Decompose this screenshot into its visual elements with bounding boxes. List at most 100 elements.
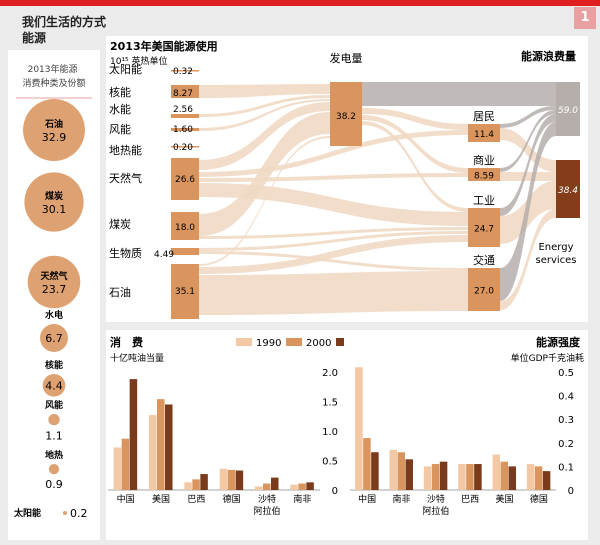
- sankey-source-value-6: 18.0: [175, 223, 195, 233]
- consumption-xtick-0: 中国: [117, 493, 135, 505]
- intensity-bar-1-2012: [405, 459, 413, 490]
- bubble-chart-title: 2013年能源 消费种类及份额: [22, 63, 85, 89]
- flow-gen-residential: [362, 108, 468, 130]
- intensity-xtick-2: 沙特: [427, 493, 445, 505]
- sankey-output-node-0: [556, 82, 580, 136]
- intensity-xtick-3: 巴西: [461, 494, 479, 505]
- intensity-ytick-0: 0: [568, 486, 574, 497]
- sankey-source-label-4: 地热能: [109, 143, 142, 157]
- intensity-bar-2-1990: [423, 466, 432, 490]
- flow-gen-industrial: [362, 121, 468, 212]
- flow-wind-generation: [199, 99, 330, 131]
- sankey-source-label-6: 煤炭: [109, 218, 131, 231]
- bubble-title-line-1: 2013年能源: [28, 63, 78, 75]
- sankey-sector-value-3: 27.0: [474, 287, 494, 297]
- sankey-unit: 10¹⁵ 英热单位: [110, 55, 168, 67]
- bubble-value-5: 1.1: [45, 429, 63, 442]
- sankey-source-label-8: 石油: [109, 285, 131, 299]
- intensity-bar-0-2000: [363, 438, 371, 490]
- sankey-output-label-1: Energy services: [535, 242, 576, 266]
- sankey-sector-label-1: 商业: [473, 153, 495, 167]
- topic-title: 能源: [22, 31, 47, 45]
- sankey-source-value-0: 0.32: [173, 67, 193, 77]
- flow-transport-services: [500, 209, 556, 310]
- sankey-source-node-6: [171, 212, 199, 240]
- sankey-source-value-4: 0.20: [173, 143, 193, 153]
- flow-nuclear-generation: [199, 84, 330, 98]
- sankey-source-node-1: [171, 85, 199, 98]
- consumption-bar-2-1990: [184, 482, 192, 490]
- intensity-bar-1-1990: [389, 449, 397, 490]
- sankey-output-label-1-line-2: services: [535, 255, 576, 266]
- sankey-source-value-2: 2.56: [173, 105, 193, 115]
- sankey-sector-label-2: 工业: [473, 194, 495, 207]
- consumption-bar-0-2012: [129, 379, 138, 490]
- intensity-panel: 能源强度 单位GDP千克油耗 0 0.1 0.2 0.3 0.4 0.5 中国 南非 沙特 阿拉伯…: [344, 330, 588, 540]
- consumption-bar-3-2000: [227, 469, 236, 490]
- sankey-generation-label: 发电量: [330, 51, 363, 65]
- sankey-source-label-7: 生物质: [109, 246, 142, 260]
- intensity-xtick-2-line2: 阿拉伯: [422, 505, 449, 517]
- intensity-bar-0-1990: [355, 367, 363, 490]
- sankey-sector-value-1: 8.59: [474, 172, 494, 182]
- consumption-ytick-0: 0: [332, 486, 338, 497]
- flow-oil-transport: [199, 271, 468, 315]
- intensity-bar-4-2012: [508, 466, 516, 490]
- sankey-output-label-0: 能源浪费量: [521, 49, 576, 63]
- bubble-title-line-2: 消费种类及份额: [22, 77, 85, 89]
- bubble-label-7: 太阳能: [13, 507, 41, 519]
- flow-residential-waste: [500, 106, 556, 128]
- intensity-bar-5-2000: [534, 466, 543, 490]
- bubble-label-2: 天然气: [40, 270, 67, 282]
- intensity-ytick-2: 0.2: [558, 439, 574, 450]
- flow-commercial-waste: [500, 110, 556, 172]
- consumption-bar-4-2012: [271, 477, 279, 490]
- bubble-value-3: 6.7: [45, 332, 63, 345]
- flow-biomass-transport: [199, 251, 468, 271]
- page-title: 我们生活的方式 能源: [22, 14, 106, 46]
- bubble-7: [63, 511, 67, 515]
- flow-residential-services: [500, 128, 556, 172]
- flow-commercial-services: [500, 172, 556, 181]
- consumption-bar-4-1990: [255, 486, 263, 490]
- sankey-generation-value: 38.2: [336, 112, 356, 122]
- consumption-bar-1-2000: [157, 399, 165, 490]
- consumption-bar-4-2000: [263, 483, 271, 490]
- sankey-title: 2013年美国能源使用: [110, 39, 218, 53]
- bubble-3: [40, 324, 68, 352]
- sankey-source-value-3: 1.60: [173, 125, 193, 135]
- consumption-bar-3-1990: [219, 468, 228, 490]
- sankey-source-label-2: 水能: [109, 102, 131, 116]
- flow-gas-generation: [199, 102, 330, 170]
- consumption-bar-5-2012: [306, 482, 314, 490]
- consumption-ytick-3: 1.5: [322, 398, 338, 409]
- consumption-bar-5-1990: [290, 484, 298, 490]
- consumption-bar-3-2012: [235, 470, 244, 490]
- sankey-output-label-1-line-1: Energy: [538, 242, 573, 253]
- sankey-source-node-0: [171, 70, 199, 72]
- consumption-bar-5-2000: [298, 483, 306, 490]
- consumption-ylabel: 十亿吨油当量: [110, 352, 164, 364]
- intensity-xtick-4: 美国: [495, 493, 513, 505]
- flow-oil-industrial: [199, 235, 468, 274]
- consumption-xtick-1: 美国: [152, 493, 170, 505]
- flow-coal-industrial: [199, 227, 468, 239]
- sankey-sector-value-0: 11.4: [474, 130, 494, 140]
- consumption-xtick-3: 德国: [223, 493, 241, 505]
- bubble-panel: 2013年能源 消费种类及份额 石油 32.9 煤炭 30.1 天然气 23.7 水电 6.7…: [8, 50, 100, 540]
- intensity-ylabel: 单位GDP千克油耗: [511, 352, 584, 364]
- sankey-output-value-1: 38.4: [558, 186, 578, 196]
- legend-swatch-1990: [236, 338, 252, 346]
- bubble-6: [48, 464, 60, 475]
- sankey-sector-value-2: 24.7: [474, 225, 494, 235]
- sankey-source-label-0: 太阳能: [109, 62, 142, 76]
- page-number-badge: 1: [574, 7, 596, 29]
- sankey-source-value-7: 4.49: [154, 250, 174, 260]
- flow-gen-waste: [362, 82, 556, 106]
- consumption-panel: 消 费 十亿吨油当量 199020002012 00.51.01.52.0中国美…: [106, 330, 381, 540]
- legend-swatch-2000: [286, 338, 302, 346]
- sankey-sector-label-3: 交通: [473, 253, 495, 267]
- intensity-bar-3-2012: [474, 464, 482, 490]
- intensity-ytick-5: 0.5: [558, 368, 574, 379]
- sankey-source-node-3: [171, 128, 199, 131]
